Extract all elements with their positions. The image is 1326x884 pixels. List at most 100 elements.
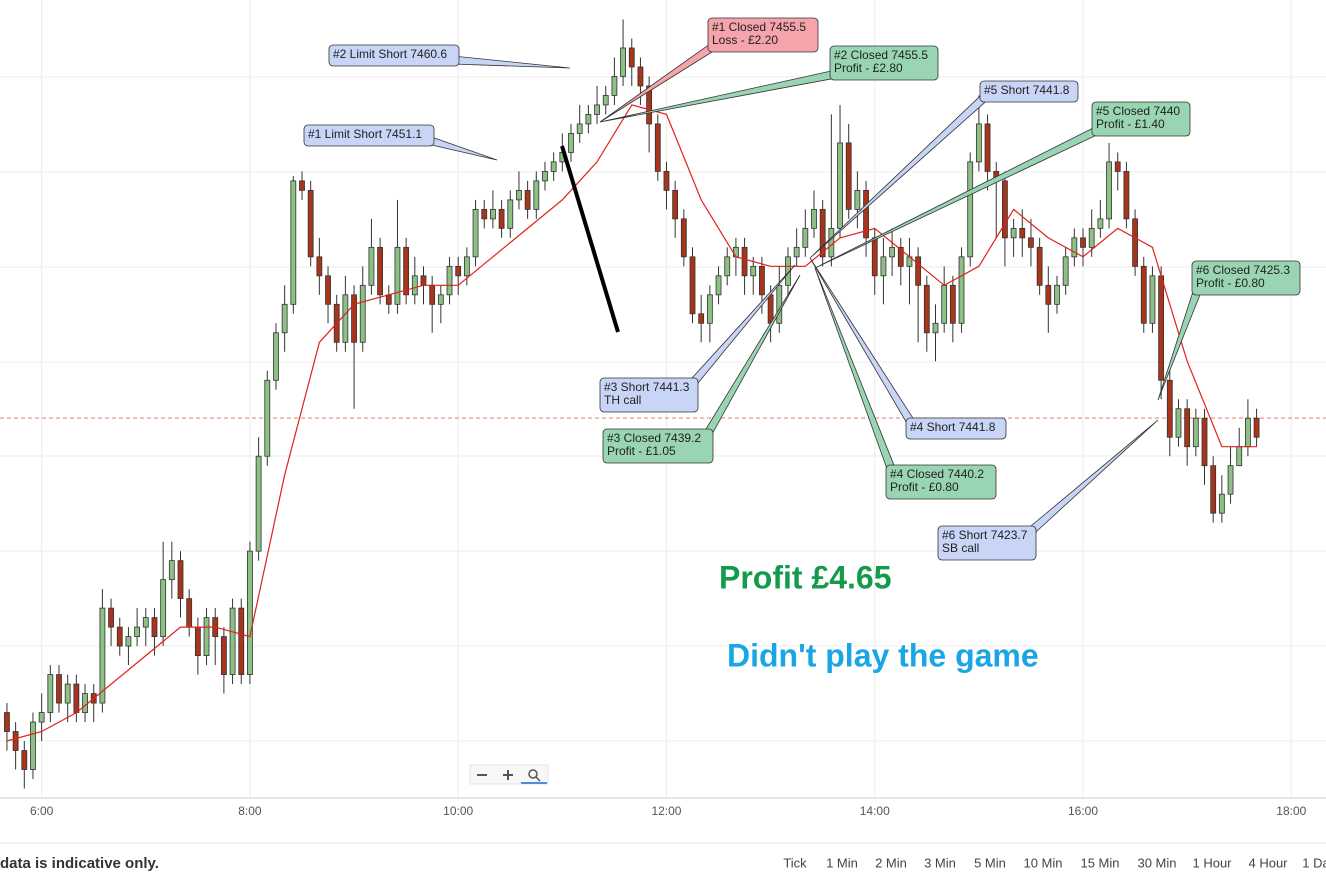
candle-body — [767, 294, 774, 324]
candle-body — [654, 123, 661, 172]
candle-body — [1166, 379, 1173, 438]
candle-body — [229, 607, 236, 675]
candle-body — [516, 189, 522, 201]
x-tick-label: 14:00 — [860, 804, 890, 818]
candle-body — [542, 170, 548, 182]
candle-body — [437, 294, 444, 305]
annotation-box — [905, 417, 1007, 440]
candle-body — [1114, 161, 1121, 172]
timeframe-button[interactable]: 5 Min — [974, 855, 1006, 870]
timeframe-button[interactable]: 1 Hour — [1192, 855, 1232, 870]
candle-body — [750, 265, 757, 277]
annotation-text: #4 Closed 7440.2 — [890, 467, 984, 481]
candle-body — [672, 189, 679, 220]
candle-body — [290, 180, 297, 305]
candle-body — [871, 237, 878, 277]
x-tick-label: 16:00 — [1068, 804, 1098, 818]
candle-body — [984, 123, 991, 172]
timeframe-button[interactable]: 1 Min — [826, 855, 858, 870]
candle-body — [73, 683, 80, 713]
candle-body — [472, 208, 479, 258]
annotation-box — [602, 428, 714, 464]
annotation-text: #1 Limit Short 7451.1 — [308, 127, 422, 141]
candle-body — [359, 284, 366, 343]
candle-body — [967, 161, 974, 258]
candle-body — [802, 227, 809, 248]
horizontal-grid — [0, 76, 1326, 742]
annotation: #1 Limit Short 7451.1 — [303, 124, 498, 161]
annotation-text: #1 Closed 7455.5 — [712, 20, 806, 34]
candle-body — [923, 284, 930, 334]
candle-body — [1253, 417, 1260, 438]
candle-body — [255, 455, 262, 552]
candle-body — [1097, 218, 1104, 229]
candle-body — [811, 208, 817, 229]
candle-body — [1062, 256, 1069, 286]
candle-body — [1149, 275, 1156, 324]
zoom-reset[interactable] — [535, 776, 541, 782]
timeframe-button[interactable]: 4 Hour — [1248, 855, 1288, 870]
timeframe-button[interactable]: 10 Min — [1023, 855, 1062, 870]
timeframe-button[interactable]: 2 Min — [875, 855, 907, 870]
annotation-text: Profit - £0.80 — [1196, 276, 1265, 290]
candle-body — [507, 199, 514, 229]
candle-body — [819, 208, 826, 258]
timeframe-button[interactable]: 15 Min — [1080, 855, 1119, 870]
candle-body — [1045, 284, 1052, 305]
timeframe-button[interactable]: 3 Min — [924, 855, 956, 870]
candle-body — [949, 284, 956, 324]
candle-body — [108, 607, 114, 628]
annotation: #4 Short 7441.8 — [809, 257, 1007, 440]
annotation-text: #5 Short 7441.8 — [984, 83, 1070, 97]
candle-body — [316, 256, 323, 277]
x-tick-label: 6:00 — [30, 804, 54, 818]
candle-body — [1218, 493, 1225, 514]
candle-body — [698, 313, 705, 324]
candle-body — [1106, 161, 1112, 220]
candle-body — [394, 246, 401, 305]
zoom-controls[interactable] — [469, 764, 549, 785]
candle-body — [1071, 237, 1078, 258]
annotation-text: Profit - £0.80 — [890, 480, 959, 494]
annotation: #2 Limit Short 7460.6 — [328, 44, 571, 69]
annotation-box — [1091, 101, 1191, 137]
candle-body — [264, 379, 271, 457]
annotation-text: #3 Short 7441.3 — [604, 380, 690, 394]
candle-body — [463, 256, 470, 277]
x-tick-label: 18:00 — [1276, 804, 1306, 818]
annotation: #6 Short 7423.7SB call — [937, 419, 1159, 561]
drawn-trendline — [560, 145, 620, 333]
candle-body — [1192, 417, 1199, 448]
annotation-text: #2 Limit Short 7460.6 — [333, 47, 447, 61]
candle-body — [307, 189, 314, 258]
candle-body — [958, 256, 965, 324]
candle-body — [168, 560, 175, 581]
candle-body — [1244, 417, 1251, 448]
annotation-box — [937, 525, 1037, 561]
zoom-reset[interactable] — [528, 769, 538, 779]
candle-body — [1227, 465, 1234, 495]
candle-body — [1019, 227, 1026, 239]
candle-body — [646, 85, 653, 125]
candle-body — [533, 180, 540, 210]
candle-body — [12, 731, 19, 751]
annotation-text: #4 Short 7441.8 — [910, 420, 996, 434]
candle-body — [620, 47, 626, 77]
candle-body — [411, 275, 418, 296]
candle-body — [56, 674, 62, 704]
timeframe-button[interactable]: 30 Min — [1137, 855, 1176, 870]
annotation-text: #6 Short 7423.7 — [942, 528, 1028, 542]
candle-body — [481, 208, 488, 220]
candle-body — [1036, 246, 1043, 286]
timeframe-button[interactable]: Tick — [783, 855, 807, 870]
timeframe-button[interactable]: 1 Da — [1302, 855, 1326, 870]
candle-body — [1088, 227, 1095, 248]
candle-body — [273, 332, 279, 381]
candle-body — [524, 189, 531, 210]
candle-body — [1123, 170, 1130, 220]
candle-body — [602, 95, 609, 106]
